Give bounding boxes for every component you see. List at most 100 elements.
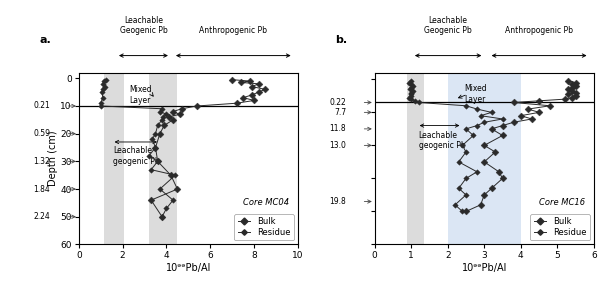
Bulk xyxy=(572,84,579,88)
Residue xyxy=(158,107,165,111)
Bulk xyxy=(510,101,517,104)
Residue xyxy=(408,93,415,96)
Residue xyxy=(410,84,417,88)
Residue xyxy=(408,91,415,94)
Bulk xyxy=(481,160,488,164)
Text: 7.7: 7.7 xyxy=(334,108,346,117)
Residue xyxy=(462,193,470,197)
Text: Leachable
Geogenic Pb: Leachable Geogenic Pb xyxy=(119,16,167,35)
Bulk xyxy=(568,96,576,99)
Bulk xyxy=(481,193,488,197)
Bulk xyxy=(488,127,495,131)
Bulk xyxy=(255,91,262,94)
Residue xyxy=(152,132,159,135)
Residue xyxy=(462,104,470,107)
Bulk xyxy=(499,124,506,127)
Legend: Bulk, Residue: Bulk, Residue xyxy=(530,214,590,240)
Residue xyxy=(408,97,415,101)
Text: Mixed
Layer: Mixed Layer xyxy=(464,84,487,104)
Bulk xyxy=(499,134,506,137)
Residue xyxy=(459,210,466,213)
Text: 0.22: 0.22 xyxy=(330,98,346,107)
Bulk xyxy=(547,104,554,107)
Residue xyxy=(408,83,415,86)
Residue xyxy=(159,115,167,119)
Residue xyxy=(147,168,155,171)
Text: Anthropogenic Pb: Anthropogenic Pb xyxy=(505,26,573,35)
Bulk xyxy=(517,114,524,118)
Text: 19.8: 19.8 xyxy=(330,197,346,206)
Text: 1.84: 1.84 xyxy=(33,184,50,194)
Text: Leachable
geogenic Pb: Leachable geogenic Pb xyxy=(419,131,465,150)
Bulk xyxy=(462,210,470,213)
Residue xyxy=(462,177,470,180)
Residue xyxy=(481,120,488,124)
Bulk xyxy=(510,120,517,124)
Residue xyxy=(473,107,481,111)
Bulk xyxy=(477,203,484,207)
Bulk xyxy=(491,150,499,154)
Residue xyxy=(407,88,414,91)
Bulk xyxy=(481,144,488,147)
Bulk xyxy=(565,79,572,83)
Residue xyxy=(98,91,105,94)
Bulk xyxy=(261,88,268,91)
Bulk xyxy=(488,187,495,190)
Text: 13.0: 13.0 xyxy=(329,141,346,150)
Text: a.: a. xyxy=(39,35,51,45)
Residue xyxy=(148,137,156,141)
Residue xyxy=(99,88,107,91)
Residue xyxy=(154,160,161,163)
Bulk xyxy=(528,117,536,121)
Y-axis label: Depth (cm): Depth (cm) xyxy=(47,131,58,187)
Bar xyxy=(448,73,521,244)
Bulk xyxy=(561,97,568,101)
Bulk xyxy=(178,107,185,111)
Line: Residue: Residue xyxy=(99,78,177,219)
Line: Bulk: Bulk xyxy=(464,79,578,214)
Bulk xyxy=(246,79,253,83)
Bulk xyxy=(572,81,579,84)
Bulk xyxy=(536,99,543,102)
Residue xyxy=(459,144,466,147)
Residue xyxy=(451,203,459,207)
Bulk xyxy=(248,85,256,88)
Residue xyxy=(163,113,170,116)
Bulk xyxy=(572,94,579,97)
Bulk xyxy=(248,93,256,97)
Residue xyxy=(101,79,108,83)
Residue xyxy=(101,85,108,88)
Bulk xyxy=(239,96,247,100)
Bulk xyxy=(499,177,506,180)
Residue xyxy=(102,78,110,81)
Bulk xyxy=(147,198,155,202)
Residue xyxy=(145,154,153,157)
Residue xyxy=(163,207,170,210)
Residue xyxy=(470,134,477,137)
Residue xyxy=(156,110,164,113)
Bulk xyxy=(152,146,159,149)
Residue xyxy=(408,94,415,97)
Residue xyxy=(156,187,164,191)
Bulk xyxy=(228,78,236,81)
Text: 0.59: 0.59 xyxy=(33,129,50,138)
Bar xyxy=(104,73,124,244)
Residue xyxy=(97,104,104,108)
Bulk xyxy=(161,124,168,127)
Residue xyxy=(99,82,107,86)
Bulk xyxy=(524,107,531,111)
Residue xyxy=(97,102,104,105)
Bulk xyxy=(572,91,579,94)
X-axis label: 10ᵊᵊPb/Al: 10ᵊᵊPb/Al xyxy=(462,263,507,273)
Bulk xyxy=(568,89,576,93)
Text: Leachable
geogenic Pb: Leachable geogenic Pb xyxy=(113,146,159,166)
Residue xyxy=(455,160,462,164)
Residue xyxy=(411,99,419,102)
Bulk xyxy=(255,82,262,86)
Bulk xyxy=(250,99,258,102)
Bulk xyxy=(233,102,240,105)
Bulk xyxy=(170,110,177,113)
Residue xyxy=(455,187,462,190)
Residue xyxy=(406,96,413,99)
Bar xyxy=(407,73,424,244)
